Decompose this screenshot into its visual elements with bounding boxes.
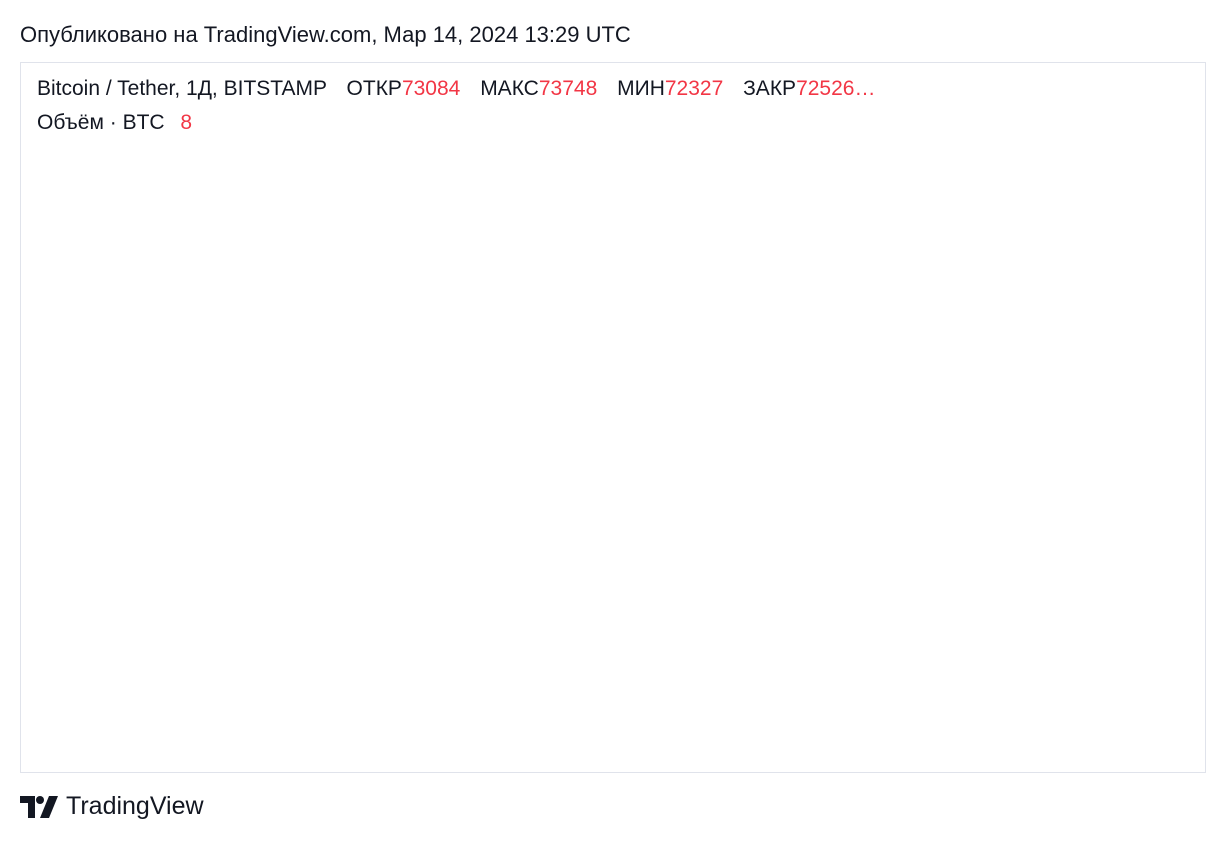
high-label: МАКС xyxy=(480,77,539,100)
open-value: 73084 xyxy=(401,77,461,100)
logo xyxy=(20,795,58,818)
volume-label: Объём · BTC xyxy=(37,111,165,134)
low-label: МИН xyxy=(617,77,665,100)
open-label: ОТКР xyxy=(346,77,402,100)
volume-value: 8 xyxy=(180,111,193,134)
close-label: ЗАКР xyxy=(743,77,797,100)
legend-volume: Объём · BTC 8 xyxy=(37,111,192,135)
symbol: Bitcoin / Tether, 1Д, BITSTAMP xyxy=(37,77,327,100)
chart-frame xyxy=(20,62,1206,773)
brand: TradingView xyxy=(66,792,204,820)
legend-ohlc: Bitcoin / Tether, 1Д, BITSTAMP ОТКР73084… xyxy=(37,77,875,101)
high-value: 73748 xyxy=(538,77,598,100)
close-value: 72526 xyxy=(796,77,875,100)
published-note: Опубликовано на TradingView.com, Мар 14,… xyxy=(20,22,631,47)
footer: TradingView xyxy=(20,792,204,821)
low-value: 72327 xyxy=(664,77,724,100)
